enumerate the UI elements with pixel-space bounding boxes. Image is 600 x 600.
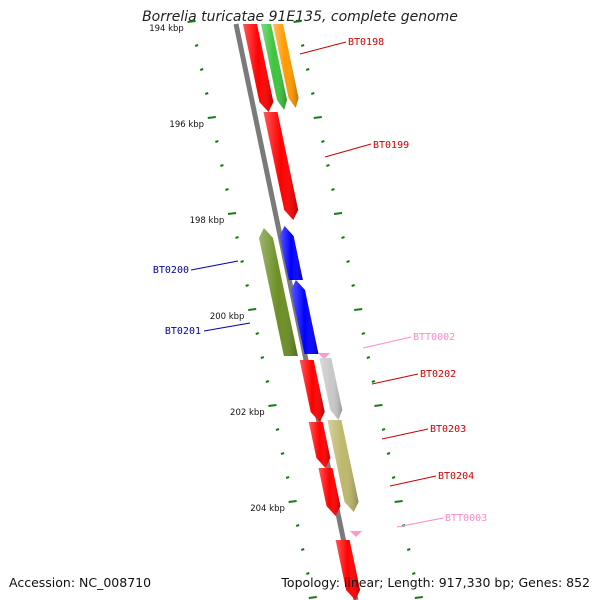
inner-tick	[204, 92, 209, 95]
gene-bt0204-shading	[318, 468, 341, 516]
leader-line-bt0198	[299, 41, 347, 55]
gene-label-bt0199[interactable]: BT0199	[373, 140, 409, 151]
map-title: Borrelia turicatae 91E135, complete geno…	[142, 9, 458, 25]
inner-tick	[187, 20, 196, 23]
scale-label: 196 kbp	[169, 120, 204, 130]
gene-label-bt0204[interactable]: BT0204	[438, 471, 474, 482]
outer-tick	[391, 476, 396, 479]
gene-label-bt0201[interactable]: BT0201	[165, 326, 201, 337]
outer-tick	[305, 68, 310, 71]
scale-label: 194 kbp	[149, 24, 184, 34]
outer-tick	[366, 356, 371, 359]
outer-tick	[374, 404, 383, 407]
gene-label-bt0202[interactable]: BT0202	[420, 369, 456, 380]
inner-tick	[227, 212, 237, 215]
inner-tick	[265, 380, 270, 383]
leader-line-bt0202	[371, 373, 419, 385]
outer-tick	[386, 452, 391, 455]
outer-tick	[371, 380, 376, 383]
leader-line-bt0199	[324, 143, 372, 158]
gene-bt0203-shading	[327, 420, 359, 512]
gene-bt0200-olive-shading	[259, 228, 298, 356]
leader-line-bt0200	[190, 260, 239, 271]
inner-tick	[280, 452, 285, 455]
gene-bt0199-shading	[263, 112, 299, 220]
gene-label-btt0002[interactable]: BTT0002	[413, 332, 455, 343]
outer-tick	[321, 140, 325, 143]
inner-tick	[235, 236, 239, 239]
inner-tick	[248, 308, 257, 311]
tick-marks	[187, 20, 423, 599]
inner-tick	[245, 284, 249, 287]
outer-tick	[414, 596, 423, 599]
gene-label-bt0200[interactable]: BT0200	[153, 265, 189, 276]
inner-tick	[275, 428, 280, 431]
gene-red-bottom-shading	[335, 540, 361, 600]
outer-tick	[361, 332, 366, 335]
gene-labels: BT0198 BT0199 BT0200 BT0201 BTT0002 BT0202 BT0…	[153, 37, 487, 528]
genome-summary: Topology: linear; Length: 917,330 bp; Ge…	[281, 575, 590, 590]
accession-label: Accession: NC_008710	[9, 575, 152, 590]
scale-label: 200 kbp	[210, 312, 245, 322]
gene-label-btt0003[interactable]: BTT0003	[445, 513, 487, 524]
inner-tick	[308, 596, 317, 599]
inner-tick	[207, 116, 216, 119]
outer-tick	[326, 164, 330, 167]
gene-red-top-shading	[243, 24, 274, 112]
gene-label-bt0203[interactable]: BT0203	[430, 424, 466, 435]
leader-line-btt0002	[362, 336, 412, 349]
scale-labels: 194 kbp 196 kbp 198 kbp 200 kbp 202 kbp 204 k…	[149, 24, 285, 514]
inner-tick	[260, 356, 265, 359]
scale-label: 198 kbp	[190, 216, 225, 226]
gene-bt0198-orange-shading	[273, 24, 299, 108]
gene-features	[243, 24, 362, 600]
inner-tick	[225, 188, 229, 191]
inner-tick	[300, 548, 305, 551]
inner-tick	[194, 44, 199, 47]
inner-tick	[295, 524, 300, 527]
gene-label-bt0198[interactable]: BT0198	[348, 37, 384, 48]
gene-btt0002	[318, 353, 330, 359]
outer-tick	[313, 116, 322, 119]
gene-red-mid-shading	[308, 422, 331, 468]
outer-tick	[394, 500, 403, 503]
outer-tick	[411, 572, 416, 575]
gene-grey-segment-shading	[319, 358, 343, 420]
inner-tick	[288, 500, 297, 503]
inner-tick	[199, 68, 204, 71]
inner-tick	[285, 476, 290, 479]
outer-tick	[351, 284, 355, 287]
scale-label: 204 kbp	[250, 504, 285, 514]
leader-line-btt0003	[396, 517, 444, 528]
gene-bt0202-shading	[299, 360, 325, 422]
outer-tick	[341, 236, 345, 239]
leader-line-bt0204	[389, 475, 437, 487]
gene-bt0201-shading	[291, 280, 319, 354]
inner-tick	[255, 332, 260, 335]
outer-tick	[406, 548, 411, 551]
inner-tick	[215, 140, 219, 143]
outer-tick	[300, 44, 305, 47]
inner-tick	[220, 164, 224, 167]
outer-tick	[346, 260, 350, 263]
inner-tick	[240, 260, 244, 263]
outer-tick	[293, 20, 302, 23]
outer-tick	[381, 428, 386, 431]
scale-label: 202 kbp	[230, 408, 265, 418]
outer-tick	[331, 188, 335, 191]
gene-blue-upper-shading	[279, 226, 303, 280]
inner-tick	[305, 572, 310, 575]
inner-tick	[268, 404, 277, 407]
gene-green-segment-shading	[261, 24, 287, 110]
gene-btt0003	[350, 531, 362, 537]
leader-line-bt0201	[203, 322, 251, 332]
outer-tick	[310, 92, 315, 95]
outer-tick	[333, 212, 343, 215]
leader-line-bt0203	[381, 428, 429, 440]
outer-tick	[354, 308, 363, 311]
